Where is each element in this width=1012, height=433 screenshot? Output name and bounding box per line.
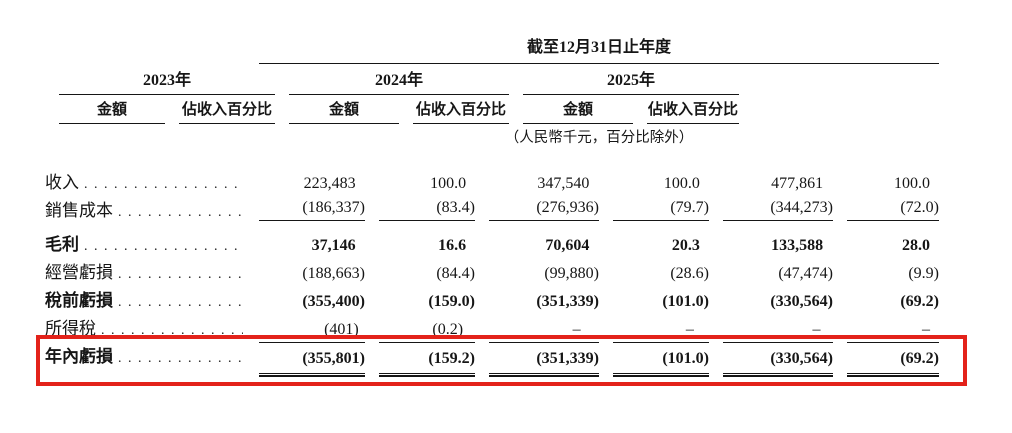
value-cell: (83.4) xyxy=(379,199,475,222)
dot-leader xyxy=(84,236,243,255)
value-cell: 20.3 xyxy=(671,236,700,254)
table-row-income-tax: 所得稅 (401) (0.2) – – – – xyxy=(45,311,939,339)
dot-leader xyxy=(118,348,243,367)
value-cell: (79.7) xyxy=(613,199,709,222)
value-cell: 28.0 xyxy=(902,236,930,254)
row-label: 所得稅 xyxy=(45,318,96,338)
value-cell: (351,339) xyxy=(489,342,599,378)
table-row-loss-for-year: 年內虧損 (355,801) (159.2) (351,339) (101.0)… xyxy=(36,335,967,386)
table-body: 收入 223,483 100.0 347,540 100.0 477,861 1… xyxy=(36,165,967,386)
value-cell: (101.0) xyxy=(662,292,709,310)
row-label: 年內虧損 xyxy=(45,347,113,367)
dot-leader xyxy=(84,174,243,193)
amount-subheader: 金額 xyxy=(59,95,165,125)
amount-subheader: 金額 xyxy=(289,95,399,125)
financial-table: 截至12月31日止年度 2023年 2024年 2025年 金額 佔收入百分比 … xyxy=(36,38,967,386)
pct-subheader: 佔收入百分比 xyxy=(647,95,739,125)
subheader-row: 金額 佔收入百分比 金額 佔收入百分比 金額 佔收入百分比 xyxy=(45,95,939,125)
dot-leader xyxy=(118,202,243,221)
value-cell: (276,936) xyxy=(489,199,599,222)
value-cell: (186,337) xyxy=(259,199,365,222)
period-header-row: 截至12月31日止年度 xyxy=(45,38,939,65)
value-cell: – xyxy=(685,320,694,338)
value-cell: (159.2) xyxy=(379,342,475,378)
row-label: 收入 xyxy=(45,172,79,192)
row-label: 經營虧損 xyxy=(45,262,113,282)
value-cell: (69.2) xyxy=(900,292,939,310)
row-label: 毛利 xyxy=(45,234,79,254)
value-cell: – xyxy=(922,320,931,338)
unit-note-row: （人民幣千元，百分比除外） xyxy=(45,124,939,148)
value-cell: (0.2) xyxy=(432,320,464,338)
value-cell: (101.0) xyxy=(613,342,709,378)
value-cell: (72.0) xyxy=(847,199,939,222)
year-header-2023: 2023年 xyxy=(59,64,275,96)
value-cell: (330,564) xyxy=(723,342,833,378)
value-cell: – xyxy=(572,320,581,338)
pct-subheader: 佔收入百分比 xyxy=(413,95,509,125)
value-cell: 100.0 xyxy=(430,174,467,192)
value-cell: (355,801) xyxy=(259,342,365,378)
value-cell: – xyxy=(812,320,821,338)
value-cell: (159.0) xyxy=(428,292,475,310)
value-cell: 100.0 xyxy=(894,174,930,192)
value-cell: 223,483 xyxy=(303,174,356,192)
unit-note: （人民幣千元，百分比除外） xyxy=(504,130,694,147)
year-header-2024: 2024年 xyxy=(289,64,509,96)
value-cell: 16.6 xyxy=(438,236,467,254)
value-cell: (84.4) xyxy=(436,264,475,282)
row-label: 稅前虧損 xyxy=(45,290,113,310)
value-cell: (99,880) xyxy=(544,264,599,282)
table-row-loss-before-tax: 稅前虧損 (355,400) (159.0) (351,339) (101.0)… xyxy=(45,283,939,311)
value-cell: 133,588 xyxy=(771,236,824,254)
value-cell: (351,339) xyxy=(536,292,599,310)
table-row-gross-profit: 毛利 37,146 16.6 70,604 20.3 133,588 28.0 xyxy=(45,227,939,255)
table-row-revenue: 收入 223,483 100.0 347,540 100.0 477,861 1… xyxy=(45,165,939,193)
value-cell: (47,474) xyxy=(778,264,833,282)
value-cell: 477,861 xyxy=(771,174,824,192)
pct-subheader: 佔收入百分比 xyxy=(179,95,275,125)
value-cell: 37,146 xyxy=(311,236,356,254)
dot-leader xyxy=(118,292,243,311)
row-label: 銷售成本 xyxy=(45,200,113,220)
value-cell: 70,604 xyxy=(545,236,590,254)
value-cell: (69.2) xyxy=(847,342,939,378)
value-cell: (9.9) xyxy=(908,264,939,282)
amount-subheader: 金額 xyxy=(523,95,633,125)
value-cell: (355,400) xyxy=(302,292,365,310)
year-header-row: 2023年 2024年 2025年 xyxy=(45,64,939,96)
table-row-operating-loss: 經營虧損 (188,663) (84.4) (99,880) (28.6) (4… xyxy=(45,255,939,283)
table-row-cost-of-sales: 銷售成本 (186,337) (83.4) (276,936) (79.7) (… xyxy=(45,193,939,222)
value-cell: (401) xyxy=(324,320,359,338)
dot-leader xyxy=(118,264,243,283)
value-cell: (344,273) xyxy=(723,199,833,222)
value-cell: (28.6) xyxy=(670,264,709,282)
value-cell: 347,540 xyxy=(537,174,590,192)
value-cell: 100.0 xyxy=(663,174,700,192)
value-cell: (330,564) xyxy=(770,292,833,310)
year-header-2025: 2025年 xyxy=(523,64,739,96)
value-cell: (188,663) xyxy=(302,264,365,282)
period-header: 截至12月31日止年度 xyxy=(259,38,939,65)
dot-leader xyxy=(101,320,243,339)
